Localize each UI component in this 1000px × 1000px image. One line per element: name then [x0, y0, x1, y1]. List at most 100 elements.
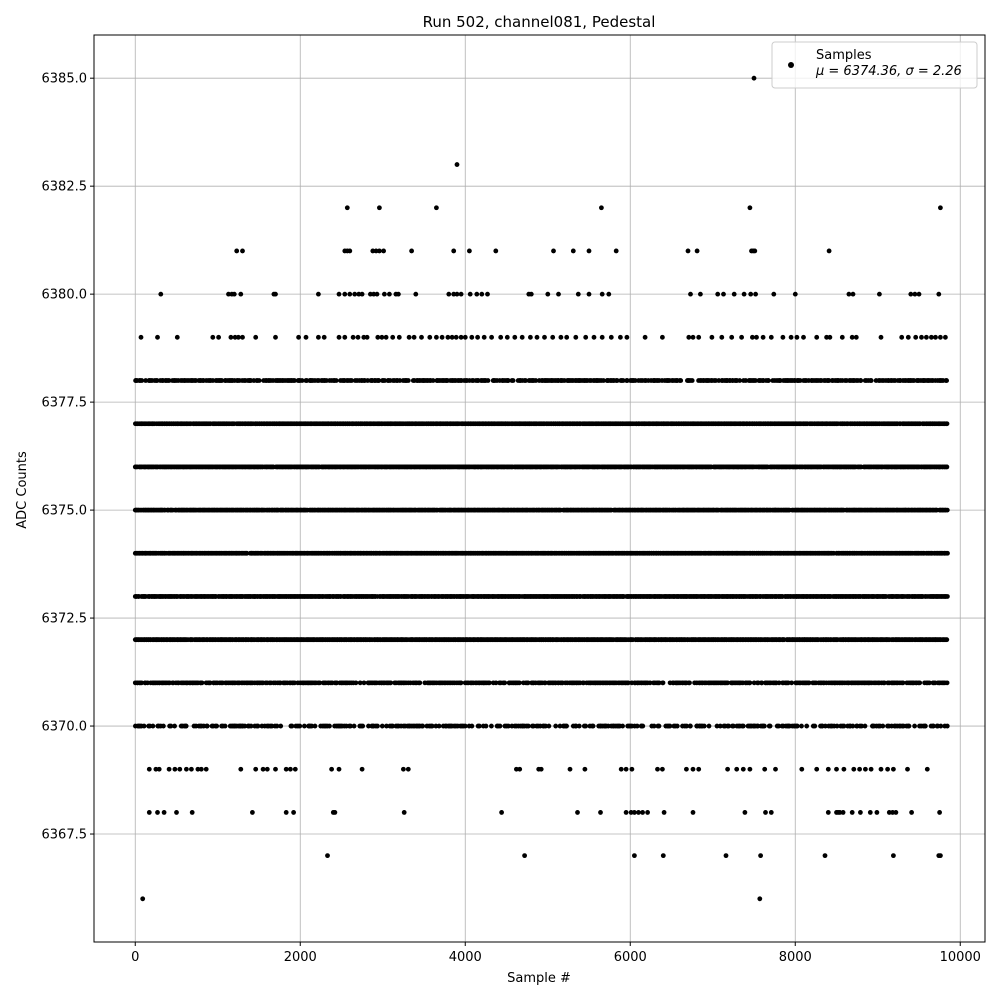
data-point [375, 723, 380, 729]
data-point [168, 723, 174, 729]
data-point [248, 723, 254, 729]
data-point [717, 723, 723, 729]
data-point [804, 723, 810, 729]
data-point [923, 723, 928, 729]
data-point [917, 680, 923, 686]
data-point [141, 723, 147, 729]
data-point [278, 723, 284, 729]
data-point [361, 680, 367, 686]
data-point [726, 723, 732, 729]
data-point [667, 723, 673, 729]
data-point [543, 723, 548, 729]
data-point [183, 723, 189, 729]
data-point [477, 723, 482, 729]
data-point [859, 723, 864, 729]
data-point [862, 723, 868, 729]
data-point [706, 723, 712, 729]
data-point [823, 723, 828, 729]
data-point [660, 680, 666, 686]
data-point [214, 723, 220, 729]
data-point [806, 680, 812, 686]
data-point [640, 723, 646, 729]
data-point [794, 723, 800, 729]
data-point [297, 723, 303, 729]
data-point [348, 723, 353, 729]
data-point [906, 723, 912, 729]
data-point [674, 723, 680, 729]
data-point [930, 723, 936, 729]
data-point [506, 723, 511, 729]
data-point [489, 723, 494, 729]
data-point [222, 723, 228, 729]
data-point [688, 723, 693, 729]
data-point [812, 723, 818, 729]
data-point [317, 680, 323, 686]
data-point [327, 723, 332, 729]
data-point [360, 723, 366, 729]
data-point [161, 723, 166, 729]
data-point [204, 723, 210, 729]
data-point [944, 723, 950, 729]
data-point [255, 723, 261, 729]
data-point [420, 723, 426, 729]
data-point [944, 507, 950, 513]
data-point [436, 723, 442, 729]
data-point [139, 680, 145, 686]
data-point [429, 723, 435, 729]
data-point [384, 723, 389, 729]
data-point [390, 723, 395, 729]
data-point [684, 723, 689, 729]
data-point [483, 723, 489, 729]
data-point [462, 723, 468, 729]
data-point [938, 723, 944, 729]
grid [94, 35, 985, 942]
data-point [740, 723, 746, 729]
data-point [525, 680, 531, 686]
data-point [388, 680, 394, 686]
data-point [776, 723, 782, 729]
data-point [353, 680, 359, 686]
data-point [651, 723, 657, 729]
data-point [517, 680, 522, 686]
data-point [487, 680, 492, 686]
data-point [242, 723, 248, 729]
data-point [172, 723, 178, 729]
data-point [557, 723, 563, 729]
data-point [841, 723, 847, 729]
data-point [850, 723, 856, 729]
data-point [351, 723, 357, 729]
data-points [132, 75, 950, 902]
data-point [944, 464, 950, 470]
data-point [762, 723, 767, 729]
data-point [309, 723, 315, 729]
data-point [789, 680, 794, 686]
data-point [207, 680, 213, 686]
data-point [553, 723, 559, 729]
data-point [620, 723, 625, 729]
data-point [583, 723, 589, 729]
data-point [912, 723, 917, 729]
data-point [634, 723, 640, 729]
data-point [927, 680, 932, 686]
data-point [767, 723, 773, 729]
data-point [701, 723, 707, 729]
data-point [244, 550, 250, 556]
data-point [656, 680, 662, 686]
data-point [497, 723, 503, 729]
data-point [776, 680, 782, 686]
data-point [546, 723, 552, 729]
data-point [379, 723, 385, 729]
data-point [714, 723, 720, 729]
data-point [458, 680, 464, 686]
data-point [576, 723, 582, 729]
data-point [945, 594, 950, 599]
data-point [944, 637, 950, 643]
data-point [945, 550, 950, 556]
data-point [493, 680, 499, 686]
data-point [725, 680, 730, 686]
data-point [747, 680, 753, 686]
data-point [564, 723, 569, 729]
data-point [199, 680, 205, 686]
